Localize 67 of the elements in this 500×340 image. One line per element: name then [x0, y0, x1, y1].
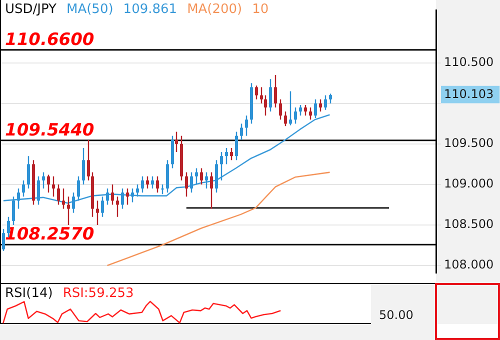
candlestick: [299, 104, 302, 116]
candlestick: [57, 184, 60, 206]
candlestick: [62, 188, 65, 210]
candlestick: [205, 172, 208, 190]
text: 50.00: [379, 308, 414, 322]
candlestick: [27, 155, 30, 190]
candlestick: [87, 139, 90, 182]
candlestick: [67, 196, 70, 226]
candlestick: [210, 172, 213, 210]
candlestick: [141, 176, 144, 194]
candlestick: [42, 172, 45, 190]
candlestick: [82, 147, 85, 186]
candlestick: [319, 98, 322, 112]
candlestick: [77, 176, 80, 202]
chart-title: USD/JPY: [5, 2, 56, 17]
y-tick-label: 109.500: [444, 136, 494, 150]
candlestick: [96, 200, 99, 226]
candlestick: [260, 86, 263, 104]
y-tick-label: 110.103: [444, 87, 494, 102]
candlestick: [294, 106, 297, 124]
candlestick: [230, 147, 233, 161]
candlestick: [240, 123, 243, 140]
annotation: 10: [252, 2, 269, 17]
annotation: 109.861: [123, 2, 178, 17]
y-tick-label: 108.000: [444, 258, 494, 272]
candlestick: [47, 174, 50, 194]
candlestick: [235, 131, 238, 161]
candlestick: [245, 114, 248, 136]
candlestick: [200, 168, 203, 186]
candlestick: [329, 93, 332, 104]
candlestick: [225, 147, 228, 165]
ref-line-label: 108.2570: [5, 224, 94, 245]
ref-line-label: 109.5440: [5, 120, 94, 140]
candlestick: [52, 176, 55, 198]
candlestick: [279, 98, 282, 120]
series-label: RSI:59.253: [62, 286, 134, 301]
candlestick: [269, 78, 272, 112]
candlestick: [264, 94, 267, 116]
candlestick: [255, 84, 258, 100]
text: MA(50): [66, 2, 114, 17]
candlestick: [284, 110, 287, 127]
candlestick: [151, 176, 154, 190]
candlestick: [324, 94, 327, 110]
candlestick: [309, 106, 312, 120]
candlestick: [136, 184, 139, 198]
candlestick: [304, 104, 307, 116]
candlestick: [274, 74, 277, 108]
y-tick-label: 109.000: [444, 176, 494, 191]
text: MA(200): [187, 2, 242, 17]
candlestick: [161, 184, 164, 195]
candlestick: [2, 228, 5, 252]
candlestick: [175, 131, 178, 153]
ref-line-label: 110.6600: [5, 30, 94, 50]
candlestick: [185, 172, 188, 198]
candlestick: [146, 176, 149, 190]
candlestick: [111, 184, 114, 206]
candlestick: [22, 180, 25, 198]
y-tick-label: 108.500: [444, 217, 494, 232]
candlestick: [156, 176, 159, 194]
candlestick: [220, 151, 223, 182]
candlestick: [195, 168, 198, 186]
y-tick-label: 110.500: [444, 55, 494, 70]
candlestick: [126, 188, 129, 206]
chart-title: RSI(14): [5, 286, 53, 301]
candlestick: [116, 196, 119, 218]
candlestick: [289, 90, 292, 126]
candlestick: [190, 172, 193, 194]
